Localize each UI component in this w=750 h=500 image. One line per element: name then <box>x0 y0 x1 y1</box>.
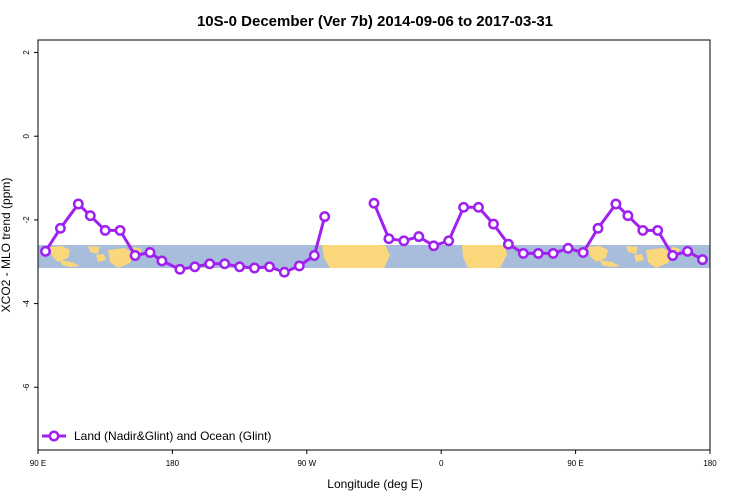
x-tick-label: 180 <box>703 459 717 468</box>
data-point <box>443 235 455 247</box>
map-land <box>634 254 644 262</box>
chart-title: 10S-0 December (Ver 7b) 2014-09-06 to 20… <box>197 13 553 30</box>
data-point <box>40 245 51 257</box>
data-point <box>502 238 514 250</box>
data-point <box>637 224 649 236</box>
data-point <box>562 242 574 254</box>
data-point <box>473 201 484 213</box>
data-point <box>264 261 275 273</box>
data-point <box>189 261 201 273</box>
map-land <box>60 260 80 267</box>
data-point <box>319 211 331 223</box>
data-point <box>234 261 246 273</box>
legend: Land (Nadir&Glint) and Ocean (Glint) <box>42 429 271 443</box>
data-point <box>610 198 622 210</box>
data-point <box>383 233 395 245</box>
data-point <box>249 262 260 274</box>
x-tick-label: 90 E <box>30 459 46 468</box>
data-point <box>308 250 320 261</box>
map-land <box>462 245 507 268</box>
data-point <box>682 245 694 257</box>
y-tick-label: -2 <box>22 216 31 224</box>
y-axis-label: XCO2 - MLO trend (ppm) <box>0 178 13 313</box>
data-point <box>697 254 708 266</box>
data-point <box>174 263 186 275</box>
map-land <box>322 245 390 268</box>
x-tick-label: 90 E <box>567 459 583 468</box>
data-point <box>428 240 440 252</box>
data-point <box>667 250 679 261</box>
series-layer <box>40 197 708 278</box>
data-point <box>488 218 499 230</box>
y-tick-label: -4 <box>22 299 31 307</box>
map-land <box>50 246 70 262</box>
data-point <box>54 222 66 234</box>
map-land <box>88 246 100 254</box>
plot-frame <box>37 39 711 451</box>
map-land <box>646 248 672 268</box>
data-point <box>532 247 544 259</box>
x-tick-label: 180 <box>166 459 180 468</box>
map-land <box>108 248 134 268</box>
y-tick-label: 2 <box>22 50 31 55</box>
data-point <box>577 247 589 258</box>
data-point <box>114 224 126 236</box>
map-land <box>588 246 608 262</box>
data-point <box>622 210 634 222</box>
data-point <box>517 247 529 259</box>
data-point <box>84 210 96 222</box>
map-land <box>96 254 106 262</box>
legend-marker <box>48 430 60 442</box>
data-point <box>293 260 305 272</box>
data-point <box>204 258 216 270</box>
x-axis: 90 E 180 90 W 0 90 E 180 <box>30 450 717 468</box>
x-tick-label: 90 W <box>297 459 316 468</box>
data-point <box>547 247 559 259</box>
data-point <box>99 224 111 236</box>
x-tick-label: 0 <box>439 459 444 468</box>
data-point <box>144 247 156 258</box>
data-point <box>368 197 380 209</box>
data-point <box>398 235 410 247</box>
data-point <box>652 224 664 236</box>
data-point <box>458 201 470 213</box>
y-tick-label: -6 <box>22 383 31 391</box>
legend-label: Land (Nadir&Glint) and Ocean (Glint) <box>74 429 271 443</box>
y-axis: 2 0 -2 -4 -6 <box>22 50 38 391</box>
map-land <box>626 246 638 254</box>
data-point <box>72 198 84 210</box>
x-axis-label: Longitude (deg E) <box>327 477 422 491</box>
data-point <box>129 250 141 261</box>
map-land <box>600 260 620 267</box>
data-point <box>592 222 604 234</box>
y-tick-label: 0 <box>22 133 31 138</box>
data-point <box>278 266 290 278</box>
data-point <box>156 255 168 267</box>
data-point <box>413 231 425 243</box>
data-point <box>219 258 231 270</box>
